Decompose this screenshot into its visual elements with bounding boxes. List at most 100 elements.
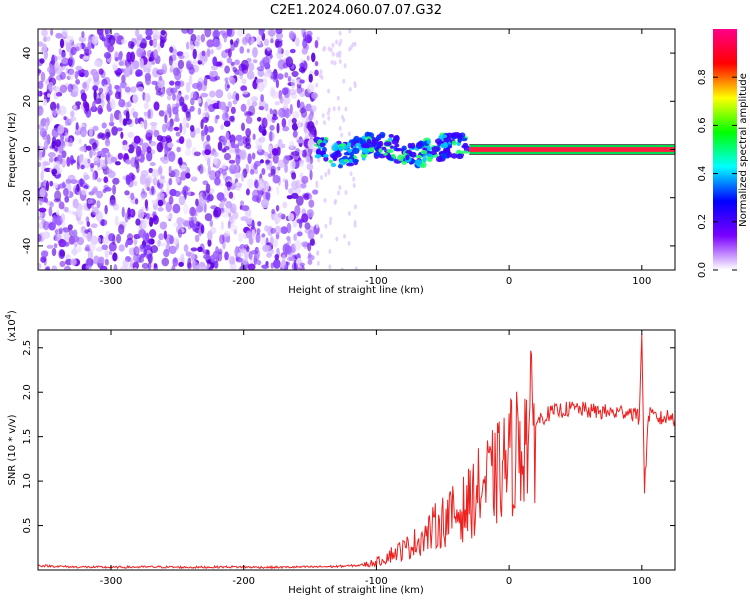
heatmap-cell (440, 152, 449, 159)
heatmap-cell (109, 113, 114, 124)
heatmap-cell (239, 46, 245, 54)
heatmap-cell (61, 29, 68, 38)
heatmap-cell (178, 261, 184, 267)
heatmap-cell (103, 38, 110, 48)
heatmap-cell (140, 58, 144, 69)
heatmap-cell (452, 132, 460, 136)
heatmap-cell (51, 168, 58, 175)
heatmap-cell (248, 250, 253, 260)
heatmap-cell (185, 138, 192, 150)
heatmap-cell (265, 244, 272, 253)
heatmap-cell (160, 135, 167, 143)
heatmap-cell (301, 241, 309, 248)
heatmap-cell (386, 148, 394, 154)
heatmap-cell (213, 38, 221, 48)
heatmap-cell (118, 98, 126, 108)
heatmap-cell (94, 60, 102, 67)
heatmap-cell (107, 44, 115, 53)
heatmap-cell (159, 179, 167, 184)
heatmap-cell (143, 248, 147, 256)
heatmap-cell (133, 135, 141, 144)
heatmap-cell (311, 52, 316, 63)
heatmap-cell (148, 56, 153, 62)
heatmap-cell (242, 168, 248, 178)
heatmap-cell (107, 151, 111, 158)
heatmap-cell (189, 206, 197, 217)
heatmap-cell (228, 191, 234, 199)
heatmap-cell (322, 46, 326, 52)
heatmap-cell (81, 187, 88, 196)
heatmap-cell (426, 155, 433, 163)
colorbar-tick-label: 0.0 (697, 262, 708, 278)
heatmap-cell (348, 29, 352, 34)
heatmap-cell (241, 36, 248, 46)
heatmap-cell (308, 73, 313, 83)
snr-plot: -300 -200 -100 0 100 0.5 1.0 1.5 2.0 2.5 Height … (4, 310, 676, 596)
heatmap-cell (158, 233, 164, 241)
heatmap-cell (51, 127, 59, 138)
heatmap-cell (151, 124, 157, 132)
heatmap-cell (277, 212, 284, 219)
heatmap-cell (316, 250, 320, 256)
heatmap-cell (64, 132, 69, 142)
heatmap-cell (223, 36, 227, 43)
heatmap-cell (324, 172, 328, 178)
heatmap-cell (220, 200, 226, 206)
heatmap-cell (288, 188, 294, 195)
heatmap-cell (127, 64, 133, 72)
heatmap-cell (175, 176, 180, 183)
heatmap-cell (220, 221, 224, 231)
heatmap-cell (47, 152, 56, 158)
heatmap-cell (462, 142, 469, 148)
heatmap-cell (130, 192, 135, 201)
heatmap-cell (88, 77, 92, 83)
heatmap-cell (81, 225, 86, 231)
heatmap-cell (302, 38, 307, 49)
heatmap-cell (109, 199, 117, 207)
heatmap-cell (204, 213, 213, 222)
heatmap-cell (68, 229, 74, 237)
x-tick-label: -200 (232, 276, 255, 287)
heatmap-cell (338, 30, 342, 36)
heatmap-cell (328, 249, 332, 255)
heatmap-cell (339, 38, 343, 44)
heatmap-cell (195, 198, 199, 207)
heatmap-cell (169, 235, 174, 245)
heatmap-cell (39, 128, 47, 138)
heatmap-cell (255, 180, 259, 189)
heatmap-cell (118, 244, 125, 252)
heatmap-cell (234, 144, 240, 154)
heatmap-cell (80, 164, 85, 170)
heatmap-cell (386, 154, 392, 160)
heatmap-cell (54, 236, 61, 242)
heatmap-cell (38, 41, 44, 47)
heatmap-cell (269, 249, 275, 254)
heatmap-cell (111, 126, 118, 136)
heatmap-cell (405, 149, 413, 155)
heatmap-cell (159, 221, 168, 230)
heatmap-cell (262, 129, 267, 136)
heatmap-cell (267, 225, 273, 237)
heatmap-cell (58, 183, 67, 189)
heatmap-cell (240, 85, 248, 92)
heatmap-cell (144, 72, 152, 81)
heatmap-cell (160, 175, 165, 181)
heatmap-cell (260, 94, 264, 102)
heatmap-cell (137, 208, 145, 219)
heatmap-cell (196, 81, 203, 92)
heatmap-cell (46, 83, 53, 94)
heatmap-cell (190, 33, 197, 42)
heatmap-cell (151, 80, 158, 86)
heatmap-cell (204, 29, 212, 38)
heatmap-cell (126, 233, 134, 241)
heatmap-cell (39, 212, 43, 219)
heatmap-cell (230, 106, 236, 115)
heatmap-cell (70, 110, 75, 118)
heatmap-cell (133, 245, 140, 256)
heatmap-cell (293, 153, 301, 163)
heatmap-cell (246, 70, 255, 80)
heatmap-cell (309, 238, 315, 246)
heatmap-cell (49, 101, 57, 112)
x-tick-label: -300 (100, 276, 123, 287)
heatmap-cell (276, 73, 284, 80)
